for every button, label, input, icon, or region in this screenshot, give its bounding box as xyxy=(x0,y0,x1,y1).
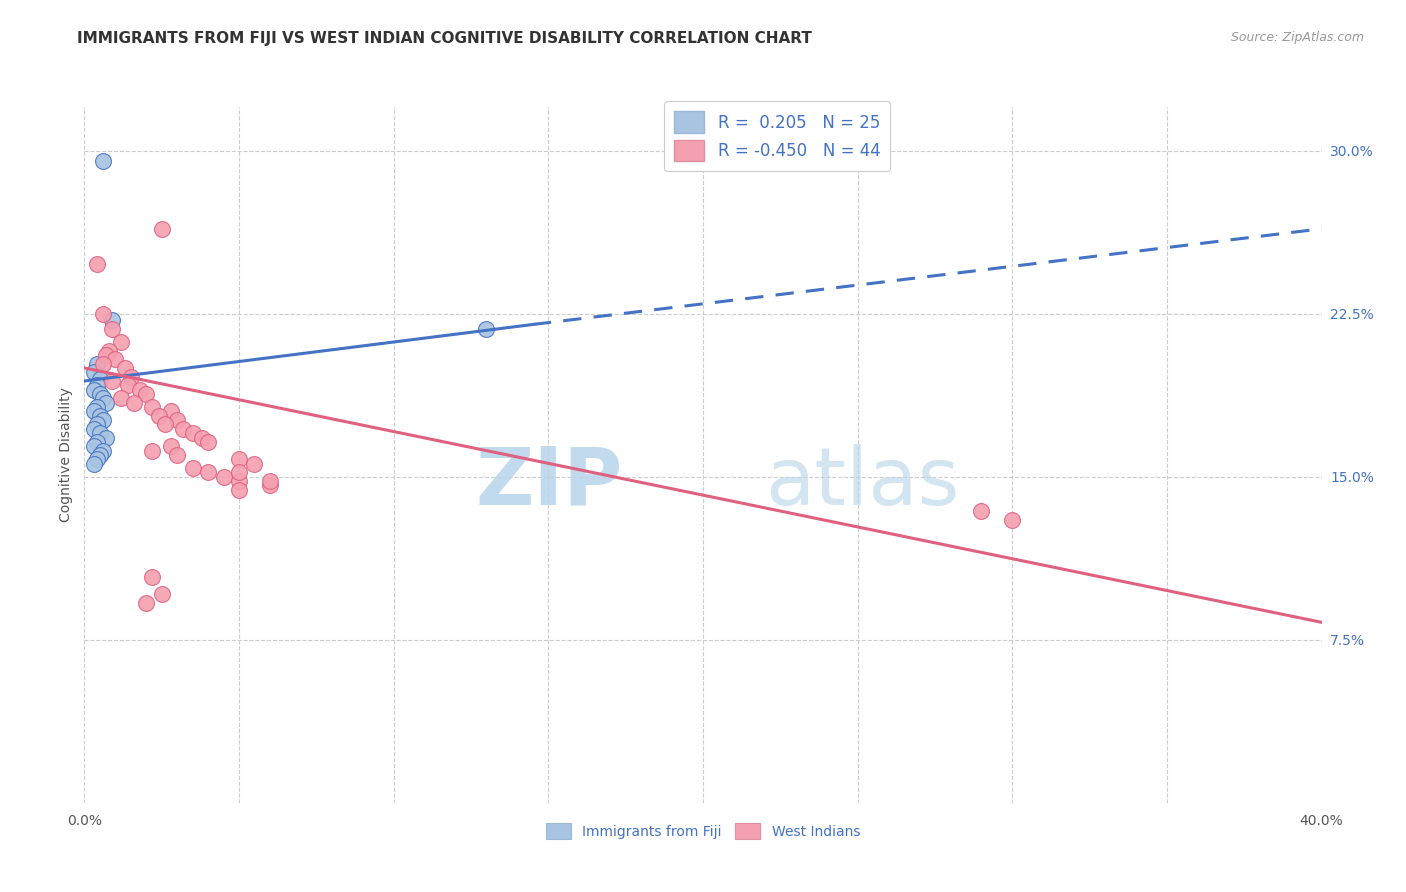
Point xyxy=(135,387,157,401)
Point xyxy=(86,257,108,271)
Point xyxy=(153,417,176,432)
Point xyxy=(86,452,108,467)
Point xyxy=(141,443,163,458)
Point xyxy=(83,439,105,453)
Point xyxy=(1001,513,1024,527)
Point xyxy=(181,426,204,441)
Point xyxy=(86,417,108,432)
Point xyxy=(259,474,281,488)
Point xyxy=(197,466,219,480)
Point xyxy=(150,587,173,601)
Point xyxy=(89,387,111,401)
Point xyxy=(89,409,111,423)
Point xyxy=(110,392,132,406)
Point xyxy=(243,457,266,471)
Point xyxy=(91,154,114,169)
Point xyxy=(86,378,108,392)
Point xyxy=(83,422,105,436)
Point xyxy=(114,360,136,375)
Point xyxy=(148,409,170,423)
Point xyxy=(970,504,993,518)
Point xyxy=(91,413,114,427)
Point xyxy=(475,322,498,336)
Point xyxy=(86,434,108,449)
Point xyxy=(83,457,105,471)
Point xyxy=(166,448,188,462)
Y-axis label: Cognitive Disability: Cognitive Disability xyxy=(59,387,73,523)
Text: ZIP: ZIP xyxy=(475,443,623,522)
Point xyxy=(150,221,173,235)
Point xyxy=(101,374,124,388)
Point xyxy=(104,352,127,367)
Point xyxy=(120,369,142,384)
Point xyxy=(94,348,117,362)
Point xyxy=(160,404,183,418)
Text: Source: ZipAtlas.com: Source: ZipAtlas.com xyxy=(1230,31,1364,45)
Point xyxy=(89,372,111,386)
Text: atlas: atlas xyxy=(765,443,959,522)
Point xyxy=(89,426,111,441)
Point xyxy=(228,483,250,497)
Point xyxy=(91,357,114,371)
Point xyxy=(129,383,152,397)
Point xyxy=(86,400,108,414)
Point xyxy=(181,461,204,475)
Point xyxy=(89,448,111,462)
Point xyxy=(191,430,214,444)
Point xyxy=(98,343,121,358)
Point xyxy=(83,365,105,379)
Point xyxy=(197,434,219,449)
Legend: Immigrants from Fiji, West Indians: Immigrants from Fiji, West Indians xyxy=(540,817,866,845)
Point xyxy=(141,400,163,414)
Point xyxy=(228,474,250,488)
Point xyxy=(228,452,250,467)
Point xyxy=(160,439,183,453)
Point xyxy=(101,322,124,336)
Point xyxy=(86,357,108,371)
Point xyxy=(122,395,145,409)
Point xyxy=(91,307,114,321)
Point xyxy=(94,395,117,409)
Point xyxy=(94,430,117,444)
Point xyxy=(135,596,157,610)
Point xyxy=(101,313,124,327)
Point xyxy=(91,392,114,406)
Point xyxy=(228,466,250,480)
Point xyxy=(117,378,139,392)
Point xyxy=(166,413,188,427)
Point xyxy=(259,478,281,492)
Point xyxy=(91,443,114,458)
Text: IMMIGRANTS FROM FIJI VS WEST INDIAN COGNITIVE DISABILITY CORRELATION CHART: IMMIGRANTS FROM FIJI VS WEST INDIAN COGN… xyxy=(77,31,813,46)
Point xyxy=(212,469,235,483)
Point xyxy=(172,422,194,436)
Point xyxy=(110,334,132,349)
Point xyxy=(141,570,163,584)
Point xyxy=(83,404,105,418)
Point xyxy=(83,383,105,397)
